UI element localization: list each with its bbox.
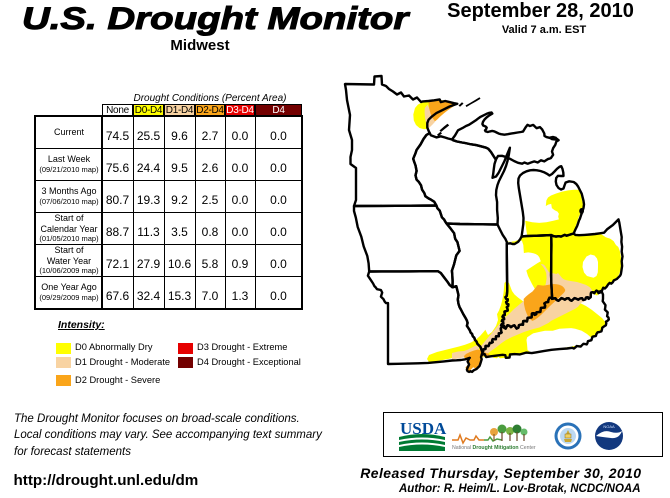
svg-text:National Drought Mitigation Ce: National Drought Mitigation Center — [452, 445, 536, 451]
svg-text:NOAA: NOAA — [603, 424, 615, 429]
